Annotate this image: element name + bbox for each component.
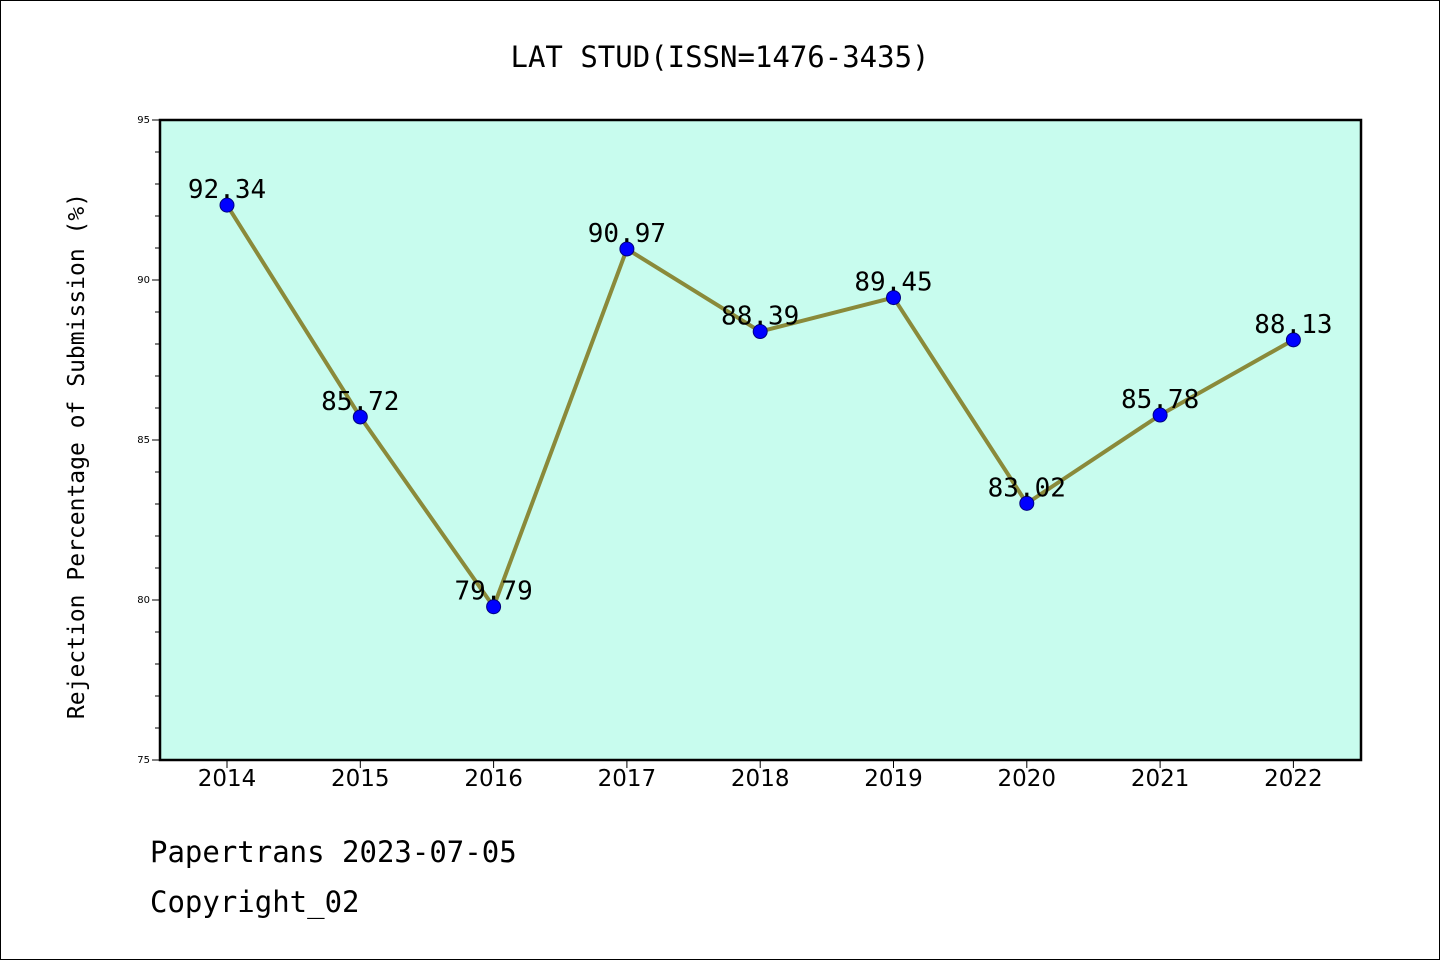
data-point-marker [752,324,768,340]
x-tick-label: 2022 [1264,766,1323,792]
plot-area [158,118,1363,762]
data-label: 83.02 [988,473,1066,503]
data-label: 92.34 [188,175,266,205]
y-axis-label: Rejection Percentage of Submission (%) [64,193,90,719]
data-point-marker [1285,332,1301,348]
y-tick-label: 85 [137,435,150,446]
x-tick-label: 2015 [331,766,390,792]
data-label: 88.13 [1254,310,1332,340]
x-axis-ticks: 2014 2015 2016 2017 2018 2019 2020 2021 2022 [198,760,1323,792]
x-tick-label: 2018 [731,766,790,792]
x-tick-label: 2014 [198,766,257,792]
y-tick-label: 75 [137,755,150,766]
data-point-marker [886,290,901,306]
data-label: 79.79 [454,577,532,607]
y-tick-label: 95 [137,115,150,126]
data-point-marker [219,197,235,213]
data-label: 89.45 [854,268,932,298]
y-tick-label: 80 [137,595,150,606]
data-point-marker [619,241,635,257]
footer-copyright-text: Copyright_02 [150,885,360,919]
data-point-marker [486,599,502,615]
chart-title: LAT STUD(ISSN=1476-3435) [510,40,929,74]
x-tick-label: 2017 [598,766,657,792]
data-label: 88.39 [721,302,799,332]
data-point-marker [1152,407,1168,423]
data-label: 90.97 [588,219,666,249]
y-axis-ticks: 75 80 85 90 95 [137,115,160,766]
data-labels: 92.34 85.72 79.79 90.97 88.39 89.45 83.02 85.78… [188,175,1333,607]
x-tick-label: 2019 [864,766,923,792]
y-tick-label: 90 [137,275,150,286]
x-tick-label: 2020 [998,766,1057,792]
data-markers [219,197,1301,615]
x-tick-label: 2021 [1131,766,1190,792]
x-tick-label: 2016 [464,766,523,792]
data-point-marker [1019,495,1035,511]
data-label: 85.72 [321,387,399,417]
data-label: 85.78 [1121,385,1199,415]
footer-source-text: Papertrans 2023-07-05 [150,835,517,869]
data-point-marker [352,409,368,425]
